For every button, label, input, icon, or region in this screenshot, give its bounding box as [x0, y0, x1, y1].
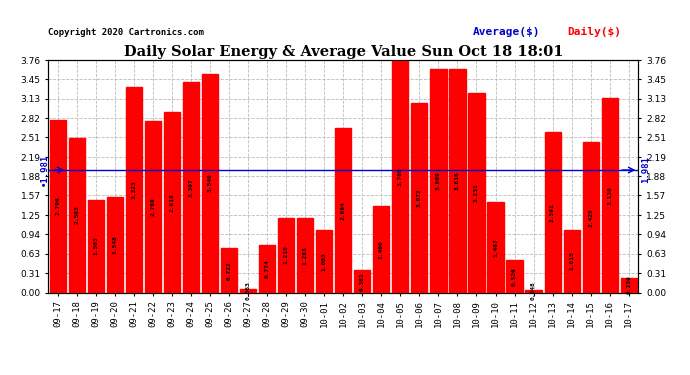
Bar: [88, 200, 104, 292]
Text: Daily($): Daily($): [567, 27, 622, 37]
Bar: [393, 60, 408, 292]
Bar: [602, 98, 618, 292]
Bar: [469, 93, 484, 292]
Text: Average($): Average($): [473, 27, 540, 37]
Bar: [69, 138, 85, 292]
Bar: [145, 121, 161, 292]
Title: Daily Solar Energy & Average Value Sun Oct 18 18:01: Daily Solar Energy & Average Value Sun O…: [124, 45, 563, 59]
Bar: [164, 112, 180, 292]
Text: 3.540: 3.540: [208, 174, 213, 192]
Text: 0.239: 0.239: [627, 276, 631, 294]
Text: 2.664: 2.664: [341, 201, 346, 219]
Bar: [354, 270, 371, 292]
Bar: [487, 202, 504, 292]
Text: 2.591: 2.591: [550, 203, 555, 222]
Text: 3.397: 3.397: [188, 178, 193, 197]
Text: 3.323: 3.323: [131, 180, 137, 199]
Text: •1.981: •1.981: [40, 154, 49, 186]
Bar: [564, 230, 580, 292]
Text: 0.722: 0.722: [226, 261, 232, 279]
Text: 0.774: 0.774: [265, 259, 270, 278]
Bar: [411, 102, 428, 292]
Text: 1.003: 1.003: [322, 252, 327, 271]
Bar: [620, 278, 637, 292]
Text: 2.769: 2.769: [150, 198, 155, 216]
Text: 2.428: 2.428: [588, 208, 593, 227]
Bar: [316, 231, 333, 292]
Bar: [126, 87, 142, 292]
Bar: [278, 217, 294, 292]
Bar: [50, 120, 66, 292]
Text: 1.203: 1.203: [303, 246, 308, 265]
Bar: [259, 244, 275, 292]
Text: 1.981: 1.981: [641, 157, 650, 183]
Text: 0.063: 0.063: [246, 281, 250, 300]
Text: 2.796: 2.796: [55, 196, 60, 215]
Text: 2.919: 2.919: [170, 193, 175, 211]
Bar: [431, 69, 446, 292]
Bar: [183, 82, 199, 292]
Bar: [107, 197, 123, 292]
Bar: [544, 132, 561, 292]
Bar: [373, 206, 389, 292]
Text: 1.467: 1.467: [493, 238, 498, 256]
Text: 3.231: 3.231: [474, 183, 479, 202]
Bar: [582, 142, 599, 292]
Text: 0.048: 0.048: [531, 282, 536, 300]
Text: 3.609: 3.609: [436, 171, 441, 190]
Text: 0.526: 0.526: [512, 267, 517, 286]
Bar: [506, 260, 522, 292]
Text: 1.210: 1.210: [284, 246, 288, 264]
Text: 2.503: 2.503: [75, 206, 79, 225]
Bar: [240, 289, 256, 292]
Bar: [297, 218, 313, 292]
Text: 3.616: 3.616: [455, 171, 460, 190]
Text: 1.548: 1.548: [112, 235, 117, 254]
Bar: [221, 248, 237, 292]
Text: 3.760: 3.760: [398, 167, 403, 186]
Text: Copyright 2020 Cartronics.com: Copyright 2020 Cartronics.com: [48, 28, 204, 37]
Bar: [449, 69, 466, 292]
Bar: [335, 128, 351, 292]
Text: 1.015: 1.015: [569, 252, 574, 270]
Bar: [526, 290, 542, 292]
Text: 3.139: 3.139: [607, 186, 612, 205]
Text: 0.361: 0.361: [359, 272, 365, 291]
Text: 3.072: 3.072: [417, 188, 422, 207]
Text: 1.400: 1.400: [379, 240, 384, 259]
Bar: [202, 74, 218, 292]
Text: 1.503: 1.503: [93, 237, 99, 255]
